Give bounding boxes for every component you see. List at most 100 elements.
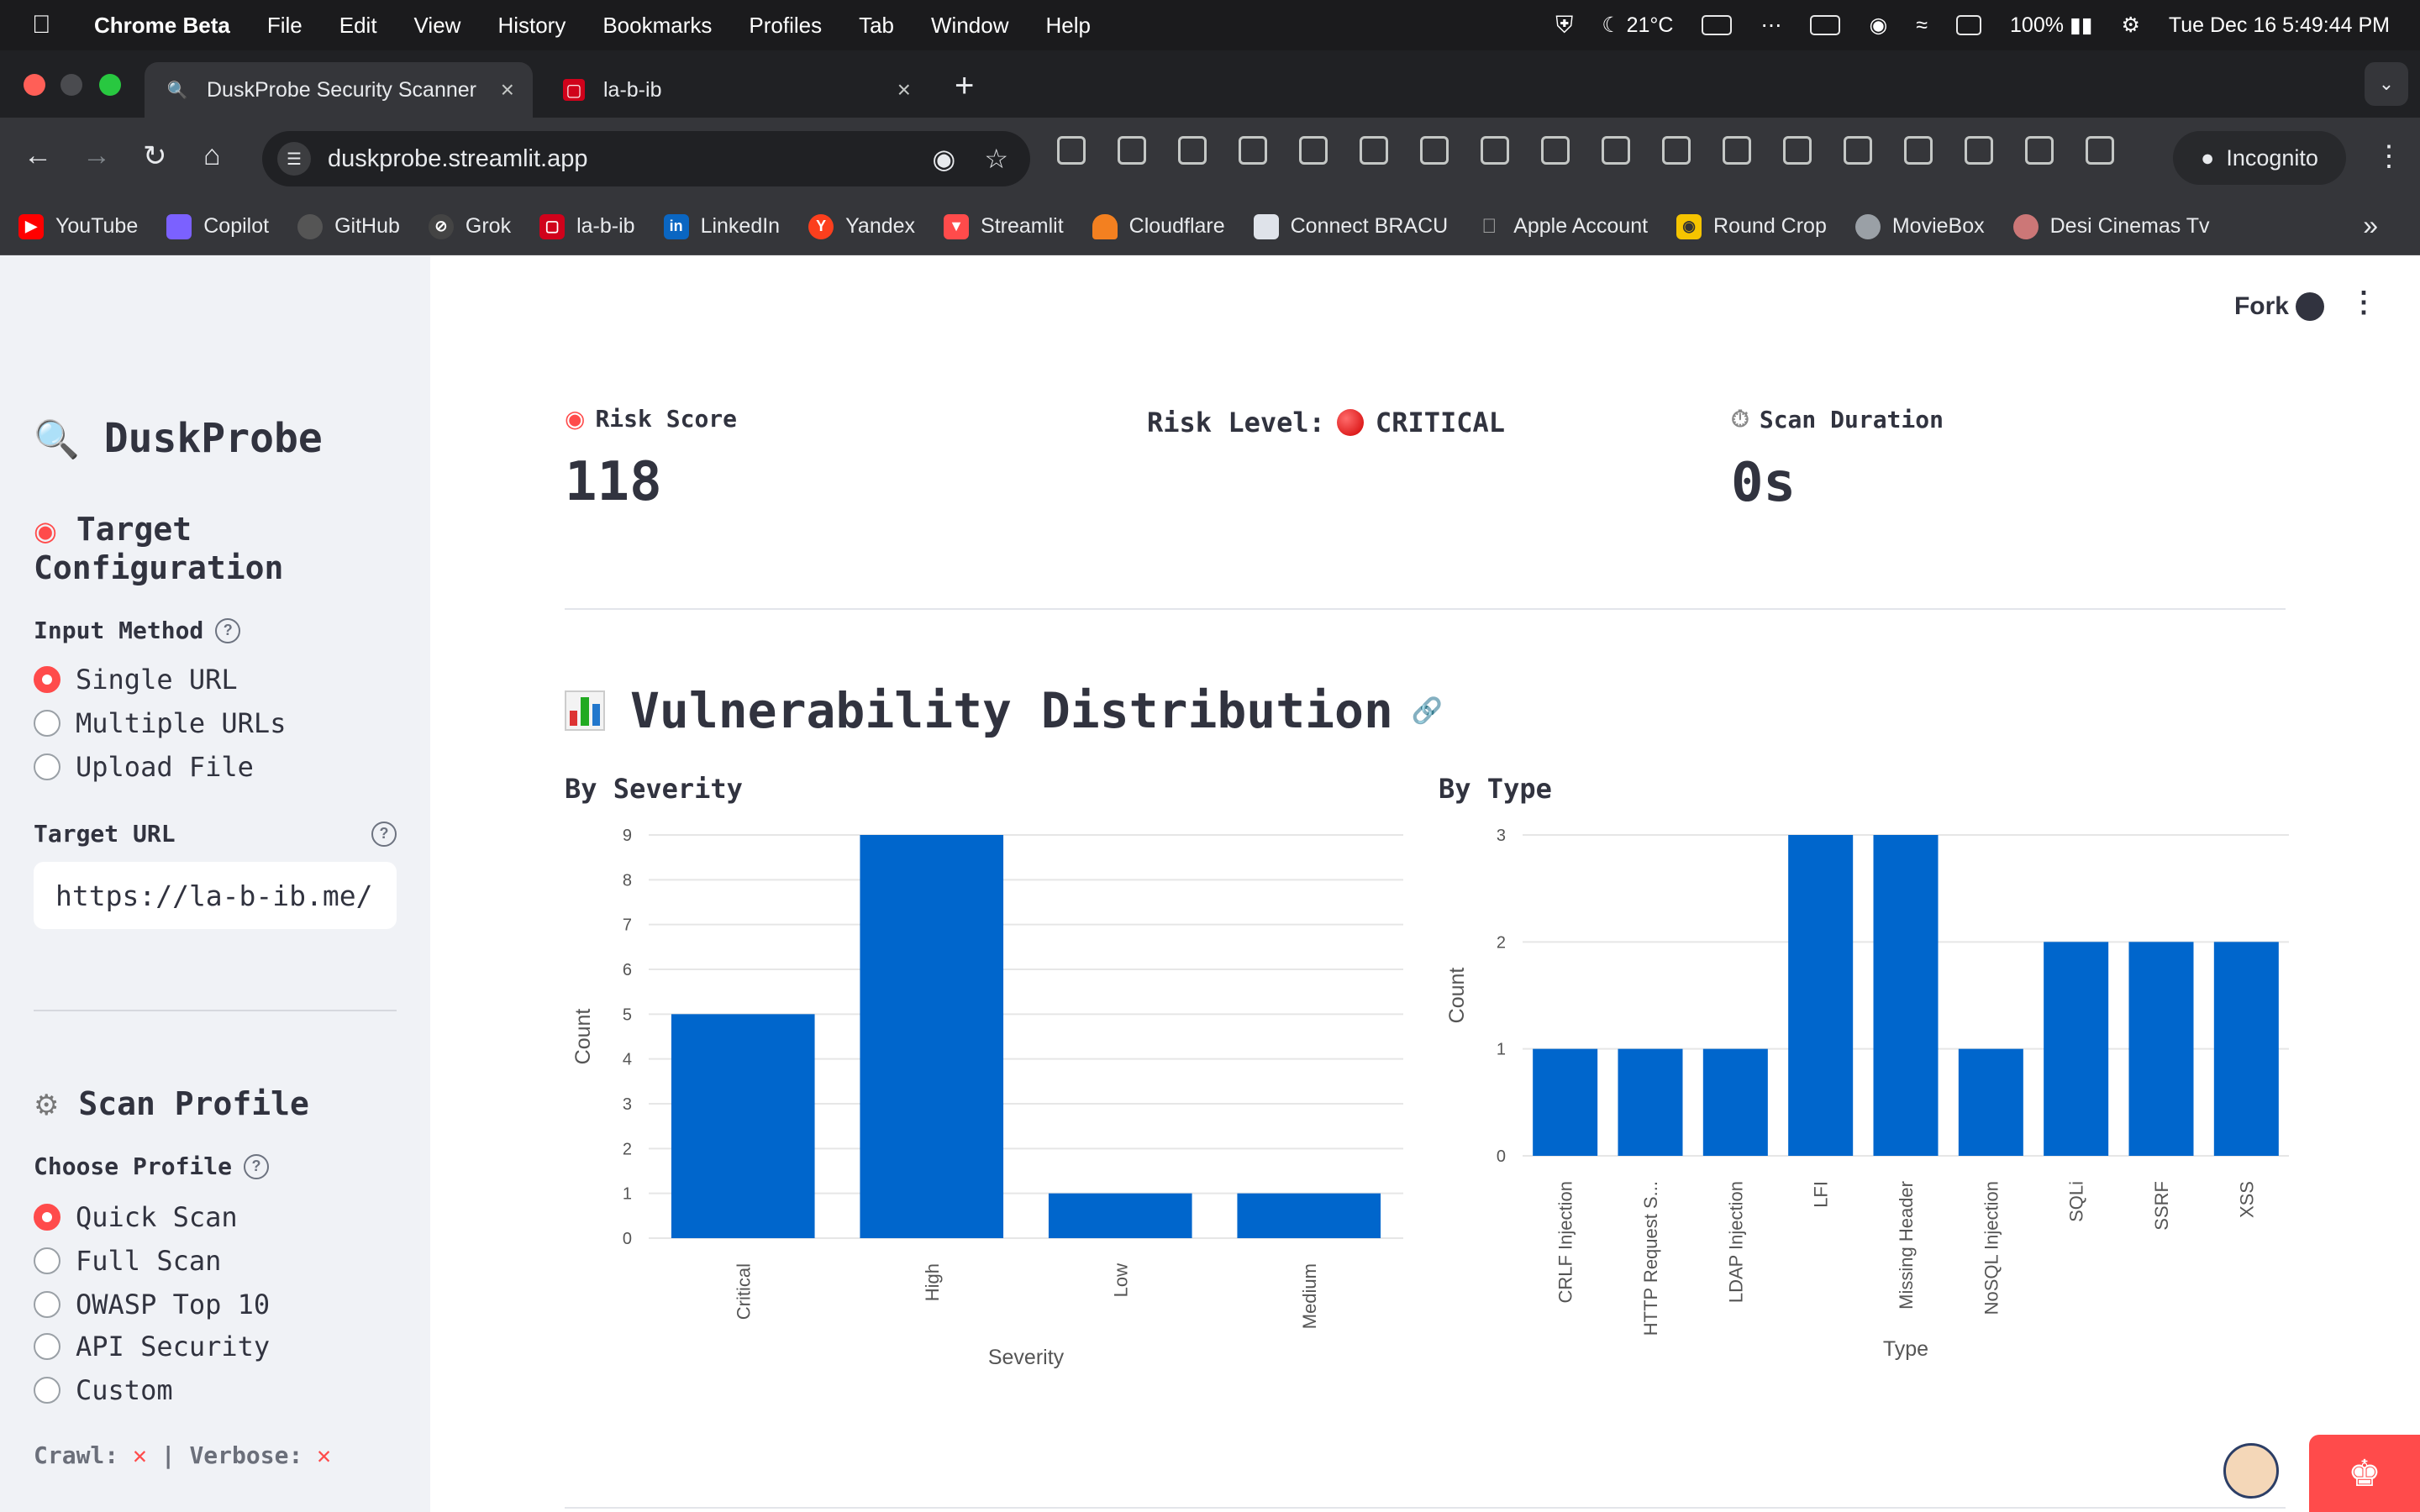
incognito-button[interactable]: ● Incognito	[2173, 131, 2346, 185]
menu-bookmarks[interactable]: Bookmarks	[602, 12, 713, 38]
forward-arrow-icon[interactable]: →	[82, 139, 111, 171]
avatar[interactable]	[2223, 1443, 2279, 1499]
translate-icon[interactable]	[1783, 136, 1812, 165]
location-icon[interactable]	[1541, 136, 1570, 165]
keyboard-icon[interactable]	[1956, 15, 1982, 35]
bookmark-apple-account[interactable]:  Apple Account	[1476, 214, 1648, 239]
bookmark-linkedin[interactable]: in LinkedIn	[663, 213, 780, 239]
bookmark-la-b-ib[interactable]: ▢ la-b-ib	[539, 213, 635, 239]
bookmark-star-icon[interactable]: ☆	[984, 144, 1008, 174]
radio-custom[interactable]: Custom	[34, 1374, 173, 1406]
radio-upload-file[interactable]: Upload File	[34, 751, 254, 783]
tab-search-chevron-icon[interactable]: ⌄	[2365, 62, 2408, 106]
menu-view[interactable]: View	[413, 12, 461, 38]
devtools-icon[interactable]	[1057, 136, 1086, 165]
home-icon[interactable]: ⌂	[203, 139, 221, 171]
shield-status-icon[interactable]: ⛨	[1555, 11, 1574, 38]
radio-owasp-top-10[interactable]: OWASP Top 10	[34, 1289, 270, 1320]
bar	[2213, 942, 2279, 1156]
bookmark-yandex[interactable]: Y Yandex	[808, 213, 916, 239]
reader-mode-icon[interactable]	[1965, 136, 1993, 165]
menu-edit[interactable]: Edit	[339, 12, 377, 38]
close-window-button[interactable]	[24, 74, 45, 96]
performance-icon[interactable]	[2025, 136, 2054, 165]
battery-status[interactable]: 100% ▮▮	[2010, 13, 2092, 38]
link-icon[interactable]	[1118, 136, 1146, 165]
radio-api-security[interactable]: API Security	[34, 1331, 270, 1362]
menu-history[interactable]: History	[497, 12, 566, 38]
key-icon[interactable]	[1723, 136, 1751, 165]
main-menu-icon[interactable]: ⋮	[2349, 286, 2378, 318]
bookmark-copilot[interactable]: Copilot	[166, 213, 269, 239]
url-text[interactable]: duskprobe.streamlit.app	[328, 144, 588, 172]
bar	[1788, 835, 1854, 1156]
dots-icon[interactable]: ⋯	[1760, 13, 1782, 37]
print-icon[interactable]	[1178, 136, 1207, 165]
download-icon[interactable]	[1360, 136, 1388, 165]
incognito-ext-icon[interactable]	[1299, 136, 1328, 165]
bookmark-grok[interactable]: ⊘ Grok	[428, 213, 511, 239]
address-bar[interactable]: ☰ duskprobe.streamlit.app ◉ ☆	[262, 131, 1030, 186]
screen-mirroring-icon[interactable]	[1702, 15, 1733, 35]
bookmark-streamlit[interactable]: ▼ Streamlit	[944, 213, 1064, 239]
control-center-icon[interactable]: ⚙	[2121, 13, 2140, 37]
browser-menu-icon[interactable]: ⋮	[2375, 140, 2403, 172]
tab-la-b-ib[interactable]: ▢ la-b-ib ×	[541, 62, 929, 118]
anchor-link-icon[interactable]: 🔗	[1411, 696, 1444, 726]
help-icon[interactable]: ?	[215, 617, 241, 643]
fork-button[interactable]: Fork	[2233, 292, 2289, 320]
eye-off-icon[interactable]: ◉	[932, 144, 956, 174]
site-info-icon[interactable]: ☰	[277, 142, 311, 176]
zoom-window-button[interactable]	[99, 74, 121, 96]
bookmark-youtube[interactable]: ▶ YouTube	[18, 213, 138, 239]
github-icon[interactable]	[2296, 292, 2324, 321]
qr-code-icon[interactable]	[1844, 136, 1872, 165]
reload-icon[interactable]: ↻	[143, 140, 167, 172]
bar	[1048, 1193, 1192, 1238]
trash-icon[interactable]	[1239, 136, 1267, 165]
streamlit-crown-icon[interactable]: ♚	[2309, 1435, 2420, 1512]
menu-tab[interactable]: Tab	[859, 12, 895, 38]
favorites-icon[interactable]	[1420, 136, 1449, 165]
airdrop-icon[interactable]: ◉	[1869, 13, 1888, 37]
target-configuration-heading: ◉ Target Configuration	[34, 511, 283, 586]
weather-status[interactable]: ☾ 21°C	[1602, 13, 1673, 38]
metric-label: ⏱ Scan Duration	[1731, 405, 1944, 433]
apple-menu-icon[interactable]: 	[32, 11, 66, 39]
bookmark-round-crop[interactable]: ◉ Round Crop	[1676, 213, 1827, 239]
screenshot-icon[interactable]	[1662, 136, 1691, 165]
tab-close-icon[interactable]: ×	[897, 76, 911, 102]
clock[interactable]: Tue Dec 16 5:49:44 PM	[2168, 13, 2390, 37]
menu-help[interactable]: Help	[1045, 12, 1091, 38]
bookmark-github[interactable]: GitHub	[297, 213, 400, 239]
cast-icon[interactable]	[1904, 136, 1933, 165]
radio-full-scan[interactable]: Full Scan	[34, 1245, 221, 1277]
side-panel-icon[interactable]	[2086, 136, 2114, 165]
tab-duskprobe[interactable]: 🔍 DuskProbe Security Scanner ×	[145, 62, 533, 118]
more-bookmarks-chevron-icon[interactable]: »	[2363, 210, 2378, 240]
radio-multiple-urls[interactable]: Multiple URLs	[34, 707, 286, 739]
bookmark-moviebox[interactable]: MovieBox	[1854, 213, 1985, 239]
menu-app-name[interactable]: Chrome Beta	[94, 12, 230, 38]
menu-profiles[interactable]: Profiles	[749, 12, 823, 38]
bookmark-cloudflare[interactable]: Cloudflare	[1092, 213, 1225, 239]
target-url-input[interactable]: https://la-b-ib.me/	[34, 862, 397, 929]
reading-list-icon[interactable]	[1481, 136, 1509, 165]
browser-toolbar: ← → ↻ ⌂ ☰ duskprobe.streamlit.app ◉ ☆ ● …	[0, 118, 2420, 198]
card-icon[interactable]	[1602, 136, 1630, 165]
bookmark-connect-bracu[interactable]: Connect BRACU	[1253, 213, 1448, 239]
wifi-icon[interactable]: ≈	[1916, 13, 1928, 37]
bookmark-label: Yandex	[845, 214, 916, 238]
new-tab-button[interactable]: +	[955, 67, 975, 104]
help-icon[interactable]: ?	[371, 821, 397, 847]
minimize-window-button[interactable]	[60, 74, 82, 96]
menu-window[interactable]: Window	[931, 12, 1009, 38]
back-arrow-icon[interactable]: ←	[24, 139, 52, 171]
tab-close-icon[interactable]: ×	[500, 76, 514, 102]
help-icon[interactable]: ?	[244, 1153, 270, 1179]
menu-file[interactable]: File	[266, 12, 302, 38]
bookmark-desi-cinemas[interactable]: Desi Cinemas Tv	[2012, 213, 2210, 239]
radio-quick-scan[interactable]: Quick Scan	[34, 1201, 238, 1233]
radio-single-url[interactable]: Single URL	[34, 664, 238, 696]
display-icon[interactable]	[1810, 15, 1841, 35]
